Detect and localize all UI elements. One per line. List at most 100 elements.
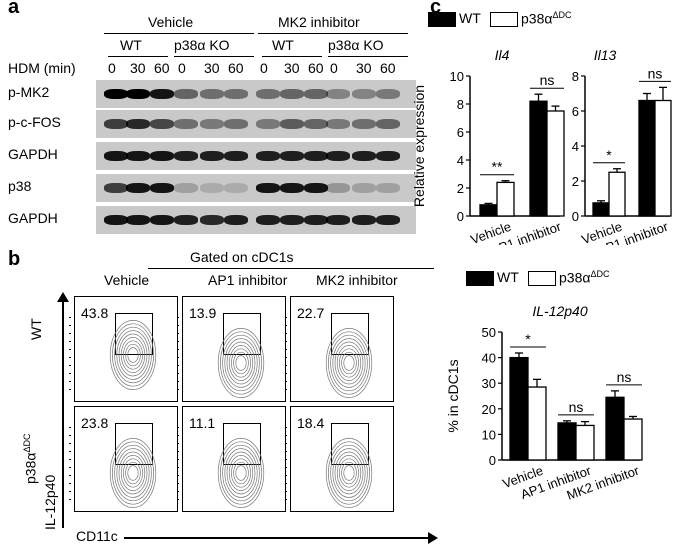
- sig-annotation: *: [525, 331, 531, 347]
- y-tick-label: 4: [572, 139, 579, 154]
- blot-band: [280, 183, 304, 193]
- blot-band: [352, 119, 376, 129]
- flow-contour: [228, 455, 254, 491]
- sig-annotation: ns: [569, 399, 584, 415]
- y-tick-label: 2: [457, 181, 464, 196]
- legend-wt-swatch: [428, 12, 456, 27]
- blot-time-label: 30: [284, 60, 300, 76]
- bar: [479, 204, 498, 217]
- flow-contour: [116, 448, 150, 498]
- blot-band: [174, 89, 198, 99]
- y-axis-label: Relative expression: [411, 85, 427, 207]
- blot-band: [376, 151, 400, 161]
- blot-band: [224, 183, 248, 193]
- y-tick-label: 2: [572, 174, 579, 189]
- blot-band: [150, 151, 174, 161]
- blot-band: [200, 151, 224, 161]
- chart-title: Il13: [594, 47, 617, 63]
- flow-contour: [127, 347, 139, 363]
- flow-contour: [341, 351, 357, 375]
- flow-contour: [336, 455, 362, 491]
- blot-band: [126, 183, 150, 193]
- blot-band: [304, 183, 328, 193]
- flow-contour: [336, 345, 362, 381]
- blot-band: [352, 89, 376, 99]
- blot-band: [376, 183, 400, 193]
- flow-gate: [223, 423, 261, 465]
- sig-annotation: *: [606, 147, 612, 163]
- y-tick-label: 50: [482, 325, 496, 340]
- blot-time-label: 0: [178, 60, 186, 76]
- flow-percent: 13.9: [189, 305, 217, 321]
- blot-band: [376, 89, 400, 99]
- y-tick-label: 0: [489, 453, 496, 468]
- blot-band: [104, 215, 128, 225]
- flow-contour: [226, 341, 256, 385]
- blot-band: [126, 151, 150, 161]
- blot-group-mk2: MK2 inhibitor: [278, 14, 360, 30]
- bar: [605, 396, 625, 461]
- blot-band: [326, 89, 350, 99]
- flow-contour: [123, 340, 143, 370]
- blot-wt-mk2-line: [262, 56, 322, 57]
- blot-band: [352, 151, 376, 161]
- sig-annotation: ns: [617, 369, 632, 385]
- blot-time-label: 60: [308, 60, 324, 76]
- blot-band: [174, 183, 198, 193]
- panel-label-a: a: [8, 0, 20, 18]
- blot-strip: [96, 206, 416, 234]
- blot-band: [200, 119, 224, 129]
- blot-ko-vehicle-line: [174, 56, 254, 57]
- y-tick-label: 30: [482, 376, 496, 391]
- flow-row-ko: p38αΔDC: [22, 433, 39, 484]
- flow-contour: [328, 331, 370, 395]
- flow-gated-label: Gated on cDC1s: [190, 249, 294, 265]
- flow-percent: 22.7: [297, 305, 325, 321]
- flow-y-arrow-line: [62, 300, 64, 528]
- chart-title: Il4: [495, 47, 510, 63]
- blot-group-vehicle: Vehicle: [148, 14, 194, 30]
- flow-contours: [109, 320, 157, 390]
- flow-row-wt: WT: [28, 318, 44, 340]
- flow-contour: [118, 333, 148, 377]
- blot-band: [376, 215, 400, 225]
- flow-percent: 43.8: [81, 305, 109, 321]
- flow-contour: [334, 341, 364, 385]
- flow-contour: [231, 458, 251, 488]
- blot-band: [104, 183, 128, 193]
- blot-vehicle-line: [104, 33, 254, 34]
- blot-band: [256, 215, 280, 225]
- y-tick-label: 8: [572, 69, 579, 84]
- blot-row-label: GAPDH: [8, 146, 58, 162]
- blot-band: [256, 119, 280, 129]
- flow-contour: [114, 326, 152, 384]
- flow-col-vehicle: Vehicle: [104, 272, 150, 288]
- blot-time-label: 60: [228, 60, 244, 76]
- flow-contour: [116, 330, 150, 380]
- blot-time-label: 30: [130, 60, 146, 76]
- flow-contour: [125, 343, 141, 367]
- blot-ko-mk2: p38α KO: [328, 37, 384, 53]
- flow-contours: [325, 328, 373, 398]
- flow-axis-ticks: [177, 317, 179, 397]
- blot-time-label: 30: [356, 60, 372, 76]
- blot-band: [150, 119, 174, 129]
- bar: [592, 202, 610, 217]
- flow-contour: [109, 438, 157, 508]
- blot-band: [200, 215, 224, 225]
- blot-strip: [96, 142, 416, 170]
- flow-contour: [332, 338, 366, 388]
- blot-strip: [96, 174, 416, 202]
- flow-y-axis-label: IL-12p40: [42, 474, 58, 530]
- flow-axis-ticks: [69, 427, 71, 507]
- flow-plot: 22.7: [285, 296, 394, 402]
- flow-gate: [115, 423, 153, 465]
- flow-contour: [127, 465, 139, 481]
- flow-plot: 13.9: [177, 296, 286, 402]
- blot-time-label: 0: [330, 60, 338, 76]
- y-tick-label: 0: [457, 209, 464, 224]
- blot-band: [150, 89, 174, 99]
- panel-label-b: b: [8, 248, 21, 270]
